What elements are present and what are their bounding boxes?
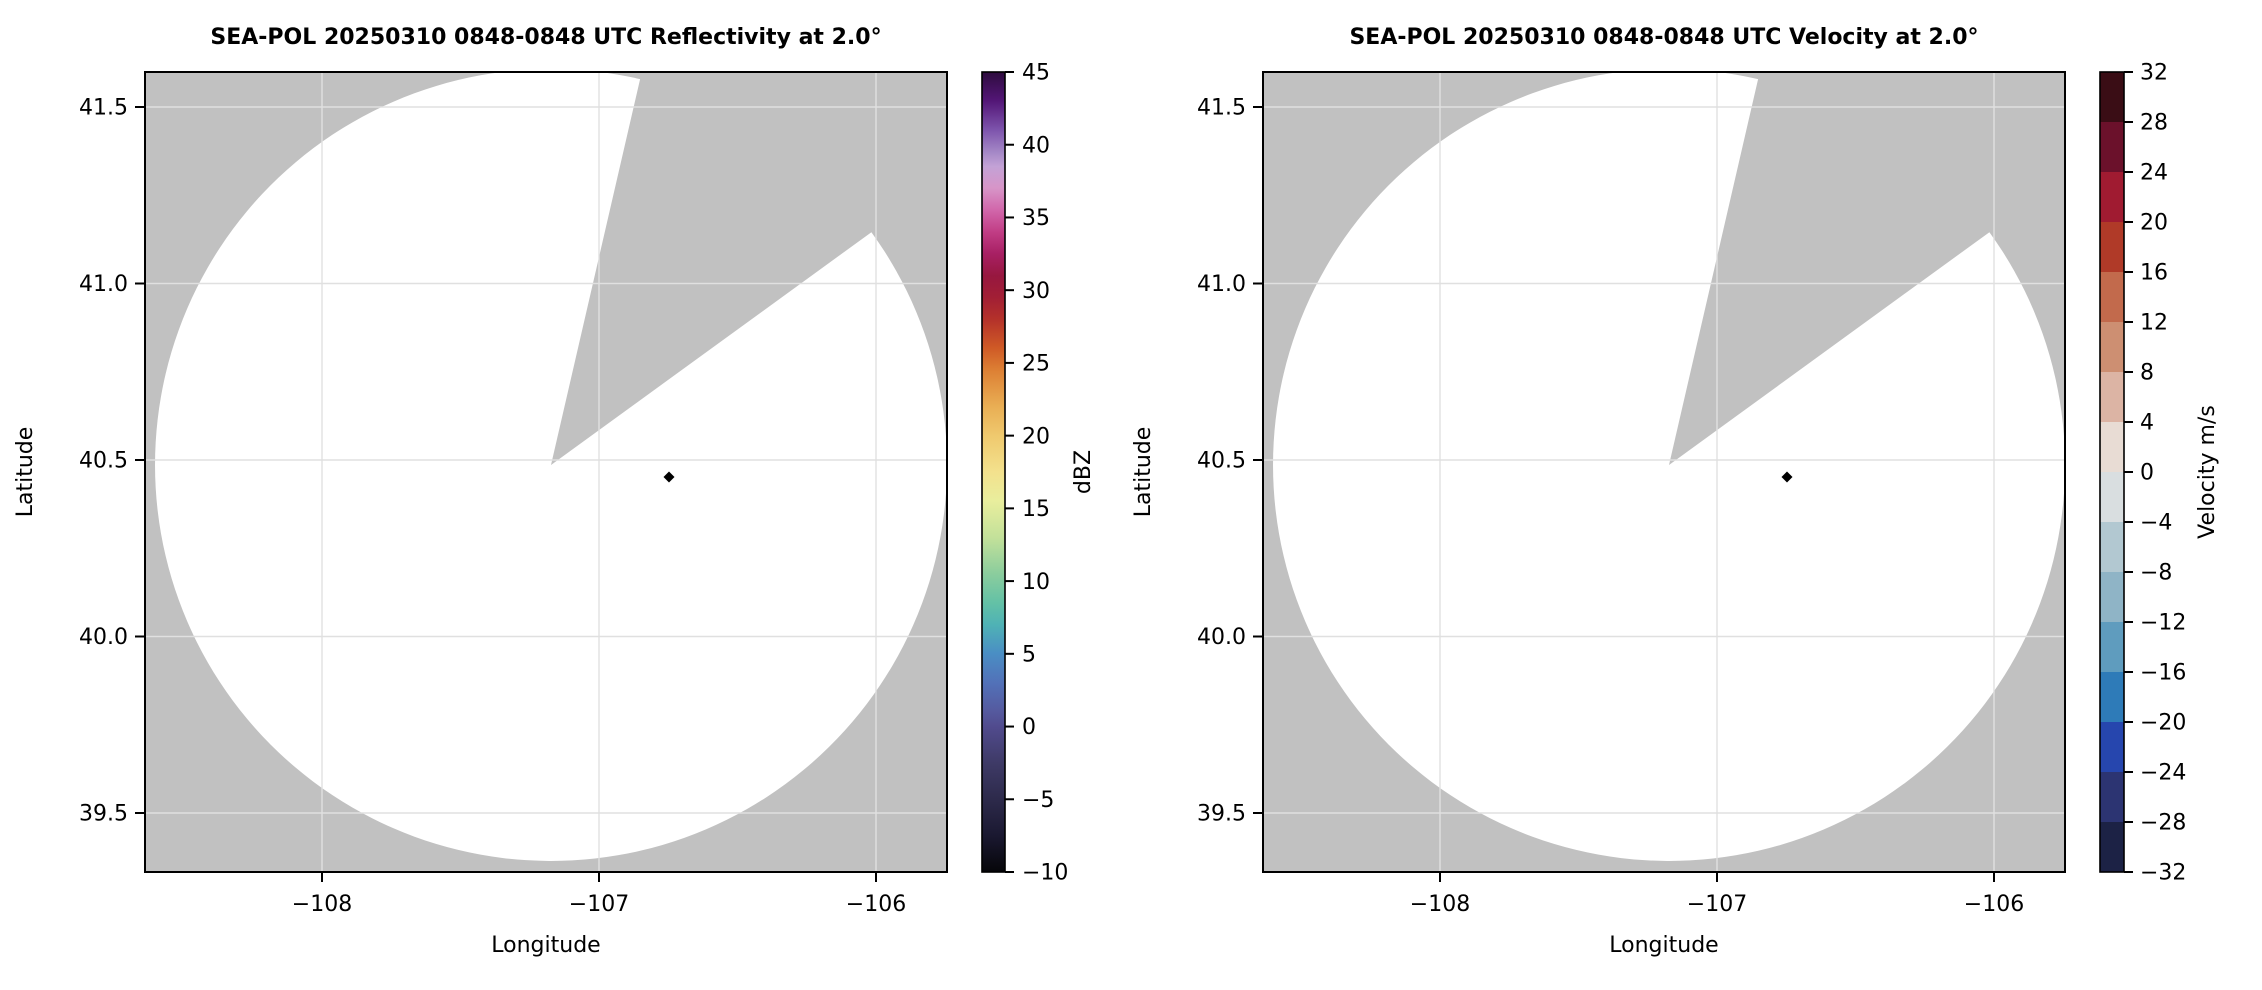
plot-border xyxy=(144,71,948,873)
colorbar-segment xyxy=(2100,572,2124,623)
colorbar-tick-label: 30 xyxy=(1022,279,1050,304)
x-tick-label: −107 xyxy=(1687,892,1747,917)
colorbar-segment xyxy=(2100,472,2124,523)
colorbar-tick-label: 35 xyxy=(1022,206,1050,231)
colorbar-tick-label: −12 xyxy=(2140,611,2186,636)
panel-title: SEA-POL 20250310 0848-0848 UTC Velocity … xyxy=(1349,25,1978,50)
y-tick-label: 41.5 xyxy=(1197,96,1246,121)
colorbar-tick-label: 16 xyxy=(2140,261,2168,286)
x-tick-label: −108 xyxy=(292,892,352,917)
x-tick-label: −106 xyxy=(846,892,906,917)
colorbar-segment xyxy=(2100,672,2124,723)
colorbar-segments xyxy=(2100,72,2124,873)
colorbar-tick-label: 4 xyxy=(2140,411,2154,436)
colorbar-tick-label: 20 xyxy=(2140,211,2168,236)
y-tick-label: 41.5 xyxy=(79,96,128,121)
y-tick-label: 40.0 xyxy=(1197,625,1246,650)
y-tick-label: 41.0 xyxy=(79,272,128,297)
y-tick-label: 40.0 xyxy=(79,625,128,650)
colorbar-segment xyxy=(2100,622,2124,673)
x-tick-label: −108 xyxy=(1410,892,1470,917)
colorbar-tick-label: −5 xyxy=(1022,788,1054,813)
colorbar-segment xyxy=(2100,522,2124,573)
colorbar-tick-label: 28 xyxy=(2140,111,2168,136)
colorbar-tick-label: −8 xyxy=(2140,561,2172,586)
x-axis-label: Longitude xyxy=(1609,933,1718,958)
y-tick-label: 39.5 xyxy=(1197,802,1246,827)
colorbar-segment xyxy=(2100,422,2124,473)
colorbar-tick-label: −20 xyxy=(2140,711,2186,736)
plot-border xyxy=(1262,71,2066,873)
x-tick-label: −106 xyxy=(1964,892,2024,917)
colorbar-border xyxy=(981,71,1006,873)
axis-tick-marks xyxy=(135,106,877,882)
y-tick-label: 40.5 xyxy=(79,449,128,474)
colorbar-ticks: 32 28 24 20 16 12 8 4 0 −4 −8 −12 −16 −20 −24 −28 −32 xyxy=(2124,61,2186,886)
colorbar-segment xyxy=(2100,772,2124,823)
radar-coverage-area xyxy=(1273,72,2065,861)
colorbar-segment xyxy=(2100,372,2124,423)
x-tick-label: −107 xyxy=(569,892,629,917)
colorbar-velocity: 32 28 24 20 16 12 8 4 0 −4 −8 −12 −16 −20 −24 −28 −32 Ve… xyxy=(2099,61,2220,886)
colorbar-tick-label: 8 xyxy=(2140,361,2154,386)
colorbar-tick-label: −10 xyxy=(1022,861,1068,886)
x-axis-label: Longitude xyxy=(491,933,600,958)
colorbar-tick-label: 40 xyxy=(1022,133,1050,158)
colorbar-tick-label: 32 xyxy=(2140,61,2168,86)
panel-reflectivity: SEA-POL 20250310 0848-0848 UTC Reflectiv… xyxy=(13,25,1096,958)
colorbar-label: dBZ xyxy=(1071,450,1096,494)
gridlines xyxy=(145,72,947,872)
gridlines xyxy=(1263,72,2065,872)
colorbar-tick-label: −4 xyxy=(2140,511,2172,536)
colorbar-tick-label: 0 xyxy=(1022,715,1036,740)
axis-tick-marks xyxy=(1253,106,1995,882)
colorbar-segment xyxy=(2100,272,2124,323)
colorbar-tick-label: 0 xyxy=(2140,461,2154,486)
colorbar-segment xyxy=(2100,122,2124,173)
colorbar-tick-label: 25 xyxy=(1022,352,1050,377)
colorbar-segment xyxy=(2100,222,2124,273)
colorbar-reflectivity: 45 40 35 30 25 20 15 10 5 0 −5 −10 dBZ xyxy=(981,61,1096,886)
radar-coverage-area xyxy=(155,72,947,861)
colorbar-tick-label: −16 xyxy=(2140,661,2186,686)
colorbar-tick-label: 45 xyxy=(1022,61,1050,86)
panel-title: SEA-POL 20250310 0848-0848 UTC Reflectiv… xyxy=(210,25,881,50)
colorbar-tick-label: 12 xyxy=(2140,311,2168,336)
colorbar-tick-label: 5 xyxy=(1022,643,1036,668)
colorbar-tick-label: 20 xyxy=(1022,424,1050,449)
colorbar-tick-label: 24 xyxy=(2140,161,2168,186)
y-axis-label: Latitude xyxy=(1131,427,1156,518)
colorbar-tick-label: −32 xyxy=(2140,861,2186,886)
colorbar-segment xyxy=(2100,72,2124,123)
colorbar-segment xyxy=(2100,322,2124,373)
colorbar-tick-label: 10 xyxy=(1022,570,1050,595)
colorbar-segment xyxy=(2100,172,2124,223)
y-tick-label: 39.5 xyxy=(79,802,128,827)
colorbar-segment xyxy=(2100,722,2124,773)
y-tick-label: 40.5 xyxy=(1197,449,1246,474)
location-marker-icon xyxy=(1781,471,1793,483)
location-marker-icon xyxy=(663,471,675,483)
colorbar-tick-label: 15 xyxy=(1022,497,1050,522)
y-tick-label: 41.0 xyxy=(1197,272,1246,297)
y-axis-label: Latitude xyxy=(13,427,38,518)
colorbar-tick-label: −24 xyxy=(2140,761,2186,786)
colorbar-tick-label: −28 xyxy=(2140,811,2186,836)
panel-velocity: SEA-POL 20250310 0848-0848 UTC Velocity … xyxy=(1131,25,2220,958)
colorbar-segment xyxy=(2100,822,2124,873)
colorbar-ticks: 45 40 35 30 25 20 15 10 5 0 −5 −10 xyxy=(1005,61,1068,886)
colorbar-gradient xyxy=(982,72,1005,872)
colorbar-label: Velocity m/s xyxy=(2195,405,2220,539)
